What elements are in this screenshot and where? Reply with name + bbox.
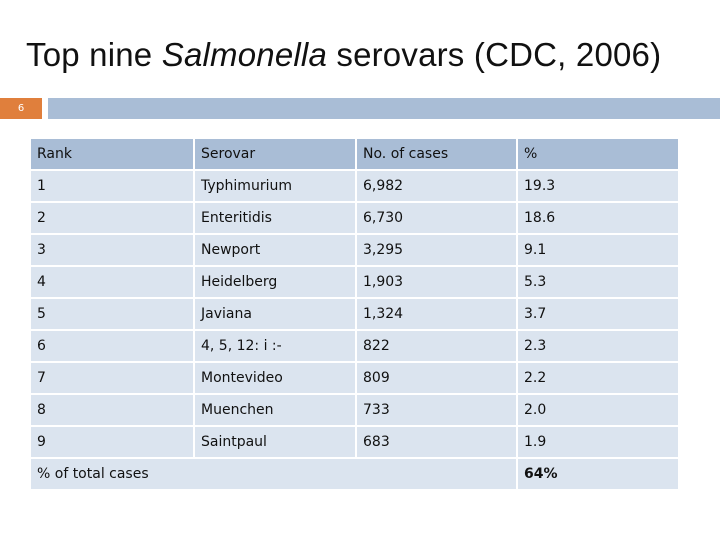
total-value: 64%	[516, 459, 678, 489]
slide-title: Top nine Salmonella serovars (CDC, 2006)	[26, 36, 661, 74]
cell-percent: 18.6	[516, 203, 678, 233]
table-row: 3 Newport 3,295 9.1	[31, 235, 678, 265]
cell-serovar: Heidelberg	[193, 267, 355, 297]
header-cell-rank: Rank	[31, 139, 193, 169]
header-cell-percent: %	[516, 139, 678, 169]
cell-serovar: Typhimurium	[193, 171, 355, 201]
title-italic: Salmonella	[161, 36, 327, 73]
cell-percent: 19.3	[516, 171, 678, 201]
cell-serovar: Montevideo	[193, 363, 355, 393]
cell-serovar: Enteritidis	[193, 203, 355, 233]
table-row: 1 Typhimurium 6,982 19.3	[31, 171, 678, 201]
cell-serovar: Saintpaul	[193, 427, 355, 457]
cell-percent: 5.3	[516, 267, 678, 297]
cell-percent: 2.2	[516, 363, 678, 393]
cell-cases: 6,982	[355, 171, 516, 201]
cell-percent: 9.1	[516, 235, 678, 265]
table-row: 4 Heidelberg 1,903 5.3	[31, 267, 678, 297]
cell-cases: 822	[355, 331, 516, 361]
table-row: 8 Muenchen 733 2.0	[31, 395, 678, 425]
table-row: 9 Saintpaul 683 1.9	[31, 427, 678, 457]
title-prefix: Top nine	[26, 36, 162, 73]
cell-cases: 809	[355, 363, 516, 393]
table-row: 5 Javiana 1,324 3.7	[31, 299, 678, 329]
title-suffix: serovars (CDC, 2006)	[327, 36, 662, 73]
cell-serovar: Muenchen	[193, 395, 355, 425]
cell-rank: 3	[31, 235, 193, 265]
cell-rank: 8	[31, 395, 193, 425]
cell-rank: 4	[31, 267, 193, 297]
cell-cases: 733	[355, 395, 516, 425]
cell-percent: 2.0	[516, 395, 678, 425]
cell-cases: 6,730	[355, 203, 516, 233]
cell-cases: 1,324	[355, 299, 516, 329]
title-underline-band	[48, 98, 720, 119]
cell-cases: 1,903	[355, 267, 516, 297]
cell-serovar: 4, 5, 12: i :-	[193, 331, 355, 361]
table-body: Rank Serovar No. of cases % 1 Typhimurium…	[31, 139, 678, 489]
cell-serovar: Javiana	[193, 299, 355, 329]
total-label: % of total cases	[31, 459, 516, 489]
cell-rank: 9	[31, 427, 193, 457]
table-row: 2 Enteritidis 6,730 18.6	[31, 203, 678, 233]
cell-rank: 6	[31, 331, 193, 361]
cell-serovar: Newport	[193, 235, 355, 265]
cell-rank: 2	[31, 203, 193, 233]
cell-cases: 3,295	[355, 235, 516, 265]
cell-rank: 7	[31, 363, 193, 393]
table-row: 7 Montevideo 809 2.2	[31, 363, 678, 393]
cell-cases: 683	[355, 427, 516, 457]
table-header-row: Rank Serovar No. of cases %	[31, 139, 678, 169]
cell-rank: 1	[31, 171, 193, 201]
cell-percent: 2.3	[516, 331, 678, 361]
slide-number: 6	[0, 98, 42, 119]
cell-percent: 3.7	[516, 299, 678, 329]
table-row: 6 4, 5, 12: i :- 822 2.3	[31, 331, 678, 361]
total-row: % of total cases 64%	[31, 459, 678, 489]
serovar-table: Rank Serovar No. of cases % 1 Typhimurium…	[31, 137, 678, 491]
header-cell-cases: No. of cases	[355, 139, 516, 169]
cell-percent: 1.9	[516, 427, 678, 457]
header-cell-serovar: Serovar	[193, 139, 355, 169]
cell-rank: 5	[31, 299, 193, 329]
